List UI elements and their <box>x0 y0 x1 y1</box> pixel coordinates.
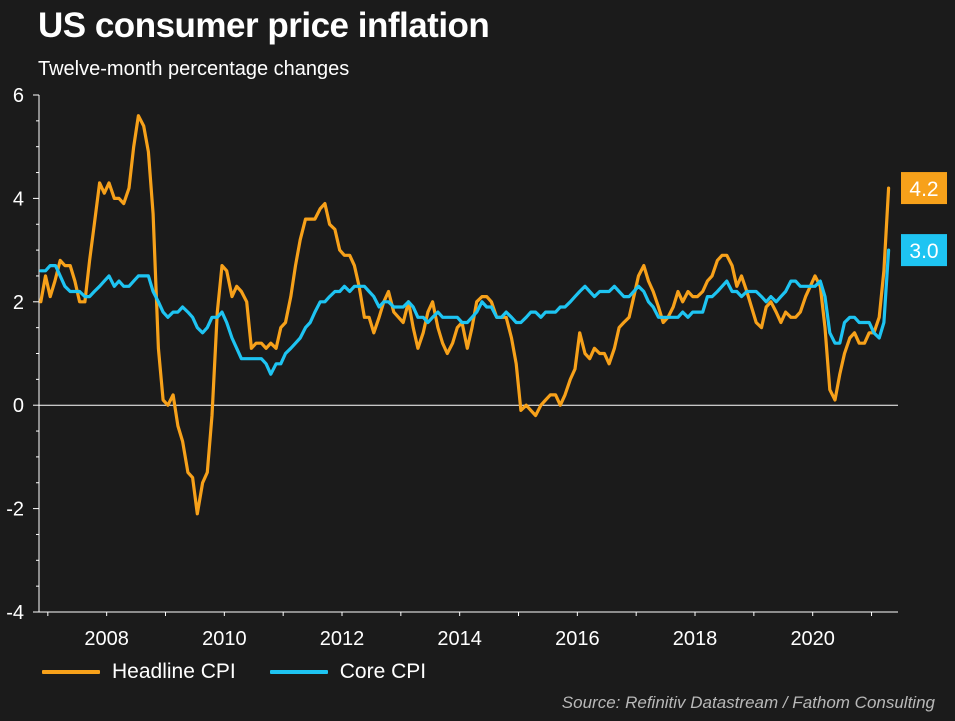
source-note: Source: Refinitiv Datastream / Fathom Co… <box>561 693 935 712</box>
end-label-box-core <box>901 234 947 267</box>
legend-label-headline: Headline CPI <box>112 660 236 683</box>
end-label-box-headline <box>901 172 947 205</box>
legend-label-core: Core CPI <box>339 660 427 683</box>
x-tick-label: 2008 <box>84 628 129 650</box>
legend: Headline CPI Core CPI <box>42 660 460 684</box>
y-tick-label: -2 <box>6 499 24 521</box>
series-line-core <box>39 248 891 376</box>
y-tick-label: 4 <box>13 188 24 210</box>
end-label-headline: 4.2 <box>909 178 938 201</box>
legend-swatch-headline <box>42 670 100 674</box>
y-tick-label: 2 <box>13 292 24 314</box>
legend-item-core: Core CPI <box>269 660 427 684</box>
x-tick-label: 2018 <box>673 628 718 650</box>
x-tick-label: 2012 <box>320 628 365 650</box>
x-tick-label: 2014 <box>437 628 482 650</box>
y-tick-label: -4 <box>6 602 24 624</box>
legend-swatch-core <box>269 670 328 674</box>
series-line-headline <box>39 114 891 516</box>
chart-title: US consumer price inflation <box>38 6 490 45</box>
x-tick-label: 2016 <box>555 628 600 650</box>
x-tick-label: 2010 <box>202 628 247 650</box>
end-label-core: 3.0 <box>909 240 938 263</box>
legend-item-headline: Headline CPI <box>42 660 236 684</box>
y-tick-label: 6 <box>13 85 24 107</box>
chart-subtitle: Twelve-month percentage changes <box>38 58 350 80</box>
x-tick-label: 2020 <box>790 628 835 650</box>
y-tick-label: 0 <box>13 395 24 417</box>
